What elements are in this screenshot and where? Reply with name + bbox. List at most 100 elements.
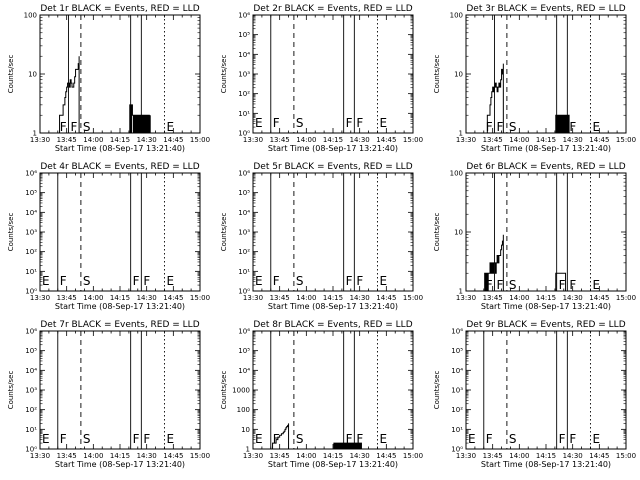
panel-det-4: Det 4r BLACK = Events, RED = LLD 13:30 13:…	[7, 162, 210, 311]
event-marker-f: F	[356, 116, 363, 130]
y-tick-label: 10⁵	[25, 189, 37, 197]
x-tick-label: 14:30	[350, 136, 370, 144]
x-tick-label: 14:00	[83, 136, 103, 144]
y-tick-label: 10	[241, 426, 250, 434]
x-tick-label: 13:45	[270, 294, 290, 302]
x-tick-label: 15:00	[190, 452, 210, 460]
series-events-line	[554, 114, 570, 134]
event-marker-s: S	[83, 274, 91, 288]
x-tick-label: 13:30	[456, 294, 476, 302]
event-marker-f: F	[133, 432, 140, 446]
y-tick-label: 10⁰	[451, 446, 463, 454]
y-tick-label: 10²	[451, 406, 463, 414]
y-tick-label: 10¹	[25, 426, 37, 434]
x-tick-label: 14:00	[296, 136, 316, 144]
y-tick-label: 100	[450, 170, 463, 178]
event-marker-f: F	[60, 432, 67, 446]
x-axis-label: Start Time (08-Sep-17 13:21:40)	[268, 460, 398, 469]
y-axis-label: Counts/sec	[7, 213, 15, 252]
event-marker-e: E	[166, 274, 174, 288]
x-tick-label: 14:15	[110, 452, 130, 460]
event-marker-f: F	[486, 432, 493, 446]
y-axis-label: Counts/sec	[7, 371, 15, 410]
panel-title: Det 8r BLACK = Events, RED = LLD	[253, 320, 412, 330]
series-events-line	[128, 104, 151, 134]
x-tick-label: 14:30	[350, 294, 370, 302]
y-tick-label: 10⁴	[25, 209, 37, 217]
y-tick-label: 10⁵	[451, 347, 463, 355]
event-marker-f: F	[496, 120, 503, 134]
x-axis-label: Start Time (08-Sep-17 13:21:40)	[55, 460, 185, 469]
event-marker-f: F	[273, 116, 280, 130]
y-tick-label: 10⁵	[238, 347, 250, 355]
y-axis-label: Counts/sec	[220, 371, 228, 410]
y-axis-label: Counts/sec	[220, 213, 228, 252]
y-tick-label: 10³	[238, 229, 250, 237]
x-axis-label: Start Time (08-Sep-17 13:21:40)	[268, 302, 398, 311]
event-marker-e: E	[255, 274, 263, 288]
y-tick-label: 10²	[238, 248, 250, 256]
event-marker-s: S	[296, 274, 304, 288]
y-tick-label: 10⁵	[238, 31, 250, 39]
y-tick-label: 100	[237, 406, 250, 414]
y-tick-label: 10⁰	[25, 446, 37, 454]
x-tick-label: 14:45	[589, 452, 609, 460]
event-marker-f: F	[496, 278, 503, 292]
event-marker-s: S	[296, 116, 304, 130]
x-tick-label: 13:45	[483, 452, 503, 460]
x-tick-label: 15:00	[403, 136, 423, 144]
y-tick-label: 10	[454, 229, 463, 237]
y-tick-label: 10¹	[238, 268, 250, 276]
event-marker-f: F	[356, 432, 363, 446]
x-tick-label: 14:15	[536, 294, 556, 302]
y-axis-label: Counts/sec	[433, 55, 441, 94]
x-tick-label: 14:15	[110, 294, 130, 302]
event-marker-f: F	[486, 120, 493, 134]
y-tick-label: 1	[33, 130, 37, 138]
event-marker-f: F	[60, 274, 67, 288]
x-tick-label: 13:30	[30, 452, 50, 460]
x-tick-label: 14:00	[83, 294, 103, 302]
series-events-line	[270, 423, 290, 450]
panel-title: Det 1r BLACK = Events, RED = LLD	[40, 4, 199, 14]
x-tick-label: 13:45	[57, 136, 77, 144]
y-tick-label: 100	[24, 12, 37, 20]
panel-title: Det 4r BLACK = Events, RED = LLD	[40, 162, 199, 172]
y-tick-label: 10⁴	[451, 367, 463, 375]
y-tick-label: 10⁴	[238, 367, 250, 375]
x-tick-label: 13:45	[483, 294, 503, 302]
y-tick-label: 10⁶	[238, 170, 250, 178]
x-tick-label: 14:45	[376, 136, 396, 144]
event-marker-f: F	[559, 278, 566, 292]
x-tick-label: 14:45	[376, 294, 396, 302]
event-marker-f: F	[133, 274, 140, 288]
x-tick-label: 13:45	[483, 136, 503, 144]
y-tick-label: 10⁰	[238, 130, 250, 138]
event-marker-s: S	[83, 432, 91, 446]
x-tick-label: 13:30	[456, 452, 476, 460]
y-tick-label: 10³	[25, 387, 37, 395]
y-tick-label: 10⁰	[238, 288, 250, 296]
x-axis-label: Start Time (08-Sep-17 13:21:40)	[481, 144, 611, 153]
x-tick-label: 13:45	[57, 294, 77, 302]
y-tick-label: 10²	[25, 248, 37, 256]
y-tick-label: 10⁵	[238, 189, 250, 197]
series-events-line	[483, 234, 504, 292]
x-tick-label: 14:45	[589, 294, 609, 302]
panel-title: Det 6r BLACK = Events, RED = LLD	[466, 162, 625, 172]
series-events-line	[333, 442, 362, 450]
x-tick-label: 14:45	[376, 452, 396, 460]
x-tick-label: 14:15	[323, 452, 343, 460]
event-marker-s: S	[509, 278, 517, 292]
x-axis-label: Start Time (08-Sep-17 13:21:40)	[268, 144, 398, 153]
x-tick-label: 14:15	[323, 294, 343, 302]
y-axis-label: Counts/sec	[433, 371, 441, 410]
y-tick-label: 10⁶	[238, 12, 250, 20]
y-tick-label: 10¹	[238, 110, 250, 118]
y-tick-label: 10⁴	[238, 209, 250, 217]
panel-title: Det 5r BLACK = Events, RED = LLD	[253, 162, 412, 172]
event-marker-e: E	[468, 432, 476, 446]
x-tick-label: 15:00	[616, 136, 636, 144]
x-tick-label: 14:45	[163, 294, 183, 302]
